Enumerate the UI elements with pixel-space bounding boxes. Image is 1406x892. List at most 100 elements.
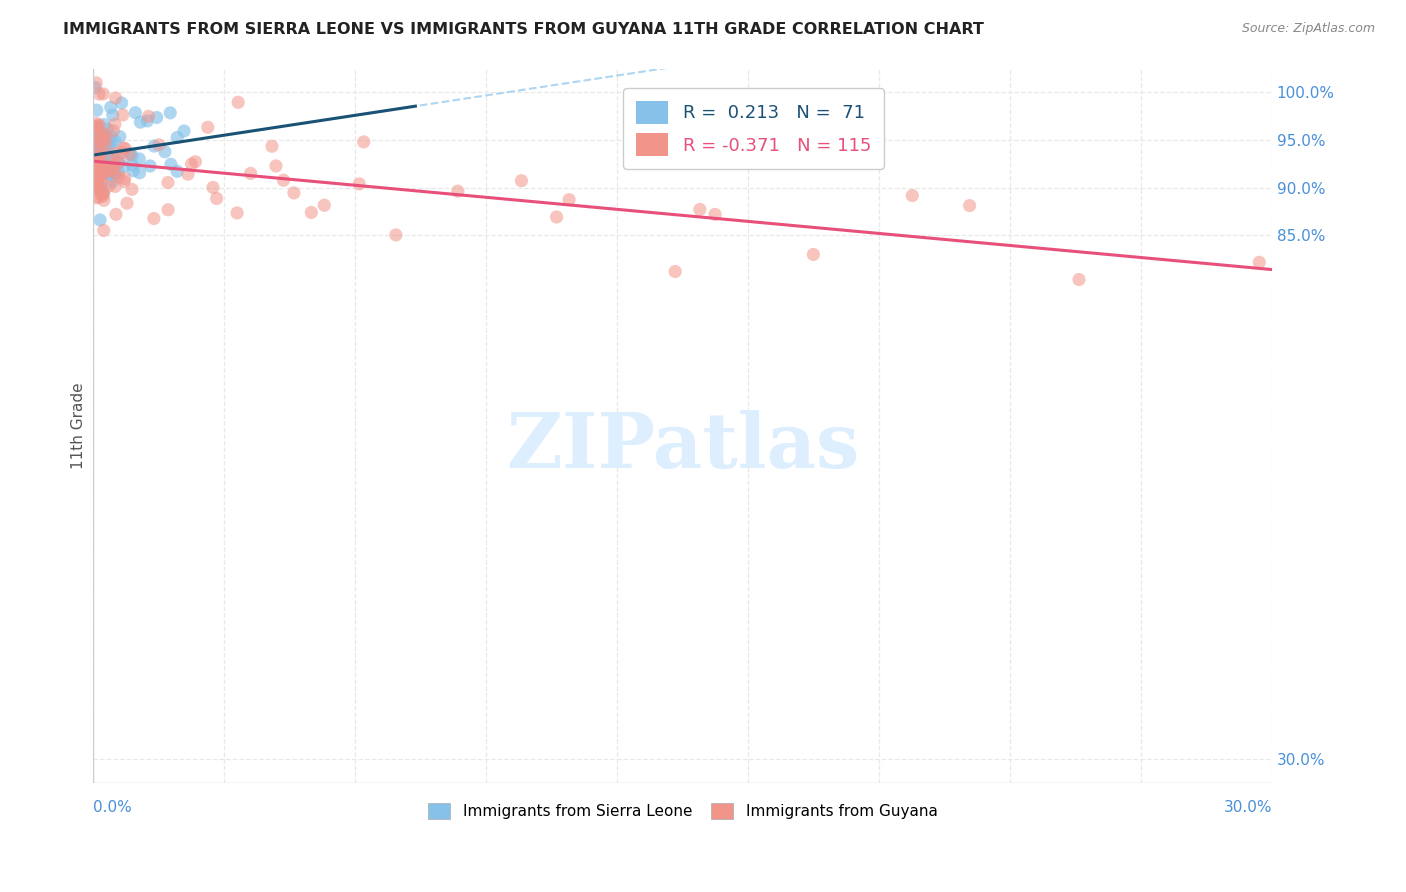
Point bbox=[87, 169, 110, 184]
Point bbox=[86, 120, 108, 135]
Point bbox=[510, 174, 533, 188]
Point bbox=[205, 191, 228, 205]
Point bbox=[104, 91, 127, 105]
Point bbox=[100, 128, 122, 143]
Point bbox=[93, 186, 115, 201]
Point bbox=[197, 120, 219, 135]
Point bbox=[138, 109, 160, 123]
Point bbox=[89, 153, 111, 168]
Point bbox=[347, 177, 370, 191]
Text: ZIPatlas: ZIPatlas bbox=[506, 410, 859, 484]
Point bbox=[148, 137, 170, 152]
Point bbox=[112, 141, 135, 155]
Point bbox=[166, 164, 188, 178]
Point bbox=[87, 143, 110, 157]
Point bbox=[89, 119, 111, 133]
Point bbox=[120, 146, 142, 161]
Point bbox=[184, 154, 207, 169]
Point bbox=[91, 128, 114, 142]
Point bbox=[84, 168, 107, 182]
Point bbox=[96, 130, 118, 145]
Point bbox=[447, 184, 470, 198]
Point bbox=[128, 152, 150, 166]
Point bbox=[101, 108, 124, 122]
Point bbox=[86, 103, 108, 117]
Point bbox=[89, 87, 111, 101]
Point bbox=[90, 149, 112, 163]
Point bbox=[93, 223, 115, 237]
Point bbox=[83, 165, 105, 179]
Point bbox=[84, 178, 107, 193]
Point bbox=[385, 227, 408, 242]
Point bbox=[83, 175, 105, 189]
Point bbox=[86, 144, 108, 158]
Point bbox=[314, 198, 336, 212]
Point bbox=[98, 153, 121, 168]
Point bbox=[160, 157, 183, 171]
Point bbox=[84, 156, 107, 170]
Point bbox=[84, 124, 107, 138]
Point bbox=[153, 145, 176, 159]
Point bbox=[84, 174, 107, 188]
Point bbox=[143, 139, 166, 153]
Point bbox=[104, 207, 127, 221]
Point bbox=[111, 145, 134, 160]
Point bbox=[93, 153, 115, 168]
Point bbox=[91, 87, 114, 101]
Point bbox=[89, 153, 111, 168]
Point bbox=[107, 156, 129, 170]
Point bbox=[558, 193, 581, 207]
Point bbox=[83, 128, 105, 143]
Point bbox=[121, 148, 143, 162]
Point bbox=[83, 175, 105, 189]
Point bbox=[89, 158, 111, 172]
Point bbox=[97, 161, 120, 176]
Point bbox=[156, 176, 179, 190]
Point bbox=[84, 183, 107, 197]
Point bbox=[704, 207, 727, 221]
Point bbox=[83, 151, 105, 165]
Point bbox=[112, 160, 135, 174]
Point bbox=[177, 167, 200, 181]
Point bbox=[101, 168, 124, 182]
Point bbox=[86, 135, 108, 149]
Point bbox=[159, 105, 181, 120]
Point bbox=[90, 179, 112, 194]
Point bbox=[89, 169, 111, 183]
Point bbox=[118, 147, 141, 161]
Point bbox=[180, 157, 202, 171]
Point bbox=[90, 144, 112, 158]
Point bbox=[115, 196, 138, 211]
Point bbox=[83, 171, 105, 186]
Point bbox=[273, 173, 295, 187]
Text: 0.0%: 0.0% bbox=[93, 800, 132, 815]
Point bbox=[89, 157, 111, 171]
Point bbox=[91, 186, 114, 200]
Point bbox=[86, 191, 108, 205]
Point bbox=[83, 153, 105, 168]
Point bbox=[89, 180, 111, 194]
Point bbox=[104, 179, 127, 194]
Point bbox=[84, 139, 107, 153]
Point bbox=[96, 165, 118, 179]
Point bbox=[121, 158, 143, 172]
Point bbox=[87, 145, 110, 160]
Point bbox=[87, 190, 110, 204]
Point bbox=[100, 137, 122, 152]
Point bbox=[901, 188, 924, 202]
Point bbox=[145, 111, 167, 125]
Point bbox=[87, 120, 110, 135]
Point bbox=[83, 134, 105, 148]
Point bbox=[664, 264, 686, 278]
Point bbox=[96, 122, 118, 136]
Point bbox=[89, 156, 111, 170]
Point bbox=[84, 76, 107, 90]
Point bbox=[124, 105, 146, 120]
Point bbox=[107, 169, 129, 184]
Point bbox=[98, 162, 121, 177]
Point bbox=[89, 150, 111, 164]
Point bbox=[202, 180, 225, 194]
Point bbox=[107, 149, 129, 163]
Point bbox=[103, 166, 125, 180]
Point bbox=[98, 137, 121, 152]
